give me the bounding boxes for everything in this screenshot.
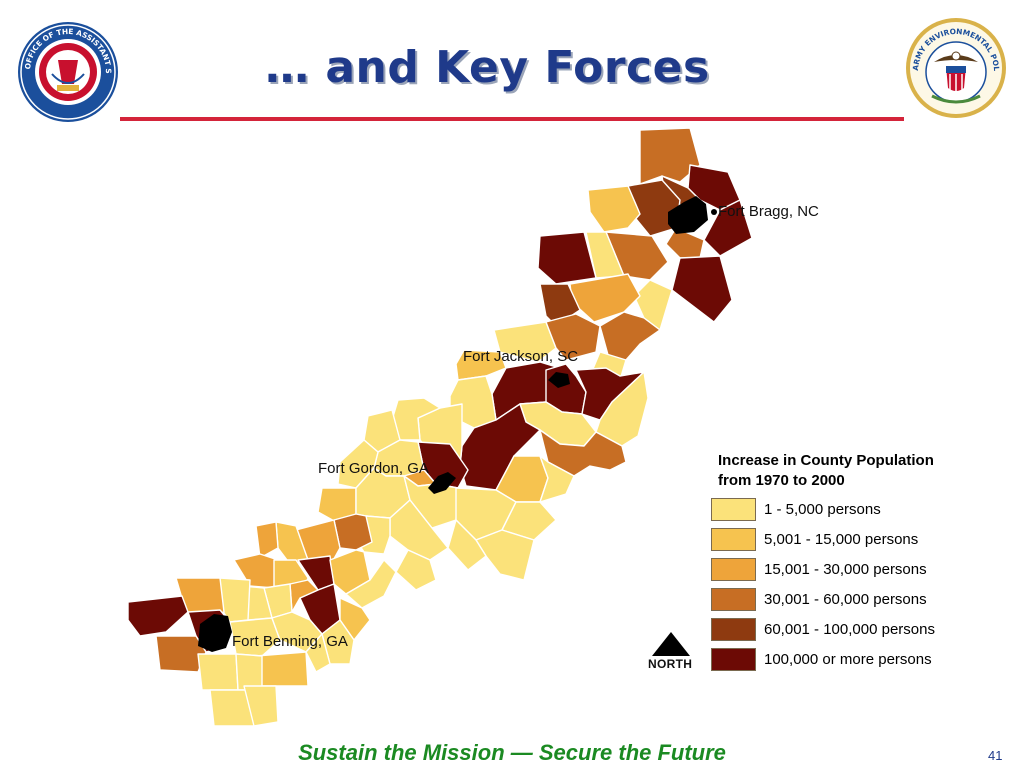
legend-label: 30,001 - 60,000 persons [764, 591, 927, 608]
fort-jackson-area [548, 372, 570, 388]
legend-label: 5,001 - 15,000 persons [764, 531, 919, 548]
county-region [587, 185, 641, 233]
fort-bragg-area [668, 196, 708, 234]
legend-swatch [711, 588, 756, 611]
county-region [539, 455, 575, 503]
county-region [545, 313, 601, 361]
county-region [229, 617, 281, 657]
legend-label: 60,001 - 100,000 persons [764, 621, 935, 638]
page-title: … and Key Forces [265, 42, 710, 93]
fort-jackson-label: Fort Jackson, SC [463, 348, 579, 365]
county-region [493, 321, 557, 363]
north-arrow-icon [652, 632, 690, 656]
right-seal-text: ARMY ENVIRONMENTAL POLICY INSTITUTE [0, 0, 1001, 72]
fort-benning-label: Fort Benning, GA [232, 633, 348, 650]
fort-bragg-marker [711, 209, 717, 215]
legend-swatch [711, 558, 756, 581]
county-region [243, 685, 279, 727]
legend-label: 100,000 or more persons [764, 651, 932, 668]
county-polygons [127, 127, 753, 727]
fort-gordon-area [428, 472, 456, 494]
office-assistant-secretary-army-seal-icon: OFFICE OF THE ASSISTANT SECRETARY OF THE… [0, 0, 118, 122]
installation-shapes [198, 196, 708, 652]
fort-benning-area [198, 614, 232, 652]
legend-swatch [711, 528, 756, 551]
county-region [671, 255, 733, 323]
county-region [595, 371, 649, 447]
county-region [501, 501, 557, 541]
county-region [703, 199, 753, 257]
county-region [447, 519, 487, 571]
county-region [197, 653, 239, 691]
legend-label: 1 - 5,000 persons [764, 501, 881, 518]
legend-title-line2: from 1970 to 2000 [718, 472, 845, 489]
county-region [395, 549, 437, 591]
title-divider [120, 117, 904, 121]
footer-slogan: Sustain the Mission — Secure the Future [298, 740, 726, 765]
county-region [255, 651, 309, 687]
legend-swatch [711, 618, 756, 641]
county-region [255, 521, 279, 559]
county-region [305, 633, 331, 673]
county-region [537, 231, 597, 285]
legend-swatch [711, 498, 756, 521]
legend-title: Increase in County Population from 1970 … [718, 451, 988, 491]
page-number: 41 [988, 748, 1003, 763]
legend-title-line1: Increase in County Population [718, 452, 934, 469]
fort-bragg-label: Fort Bragg, NC [718, 203, 819, 220]
legend-label: 15,001 - 30,000 persons [764, 561, 927, 578]
fort-gordon-label: Fort Gordon, GA [318, 460, 429, 477]
county-region [127, 595, 189, 637]
north-label: NORTH [648, 657, 693, 671]
county-region [235, 653, 263, 691]
army-environmental-policy-institute-seal-icon: ARMY ENVIRONMENTAL POLICY INSTITUTE [0, 0, 1006, 118]
legend-swatch [711, 648, 756, 671]
svg-text:ARMY ENVIRONMENTAL POLICY INST: ARMY ENVIRONMENTAL POLICY INSTITUTE [0, 0, 1001, 72]
